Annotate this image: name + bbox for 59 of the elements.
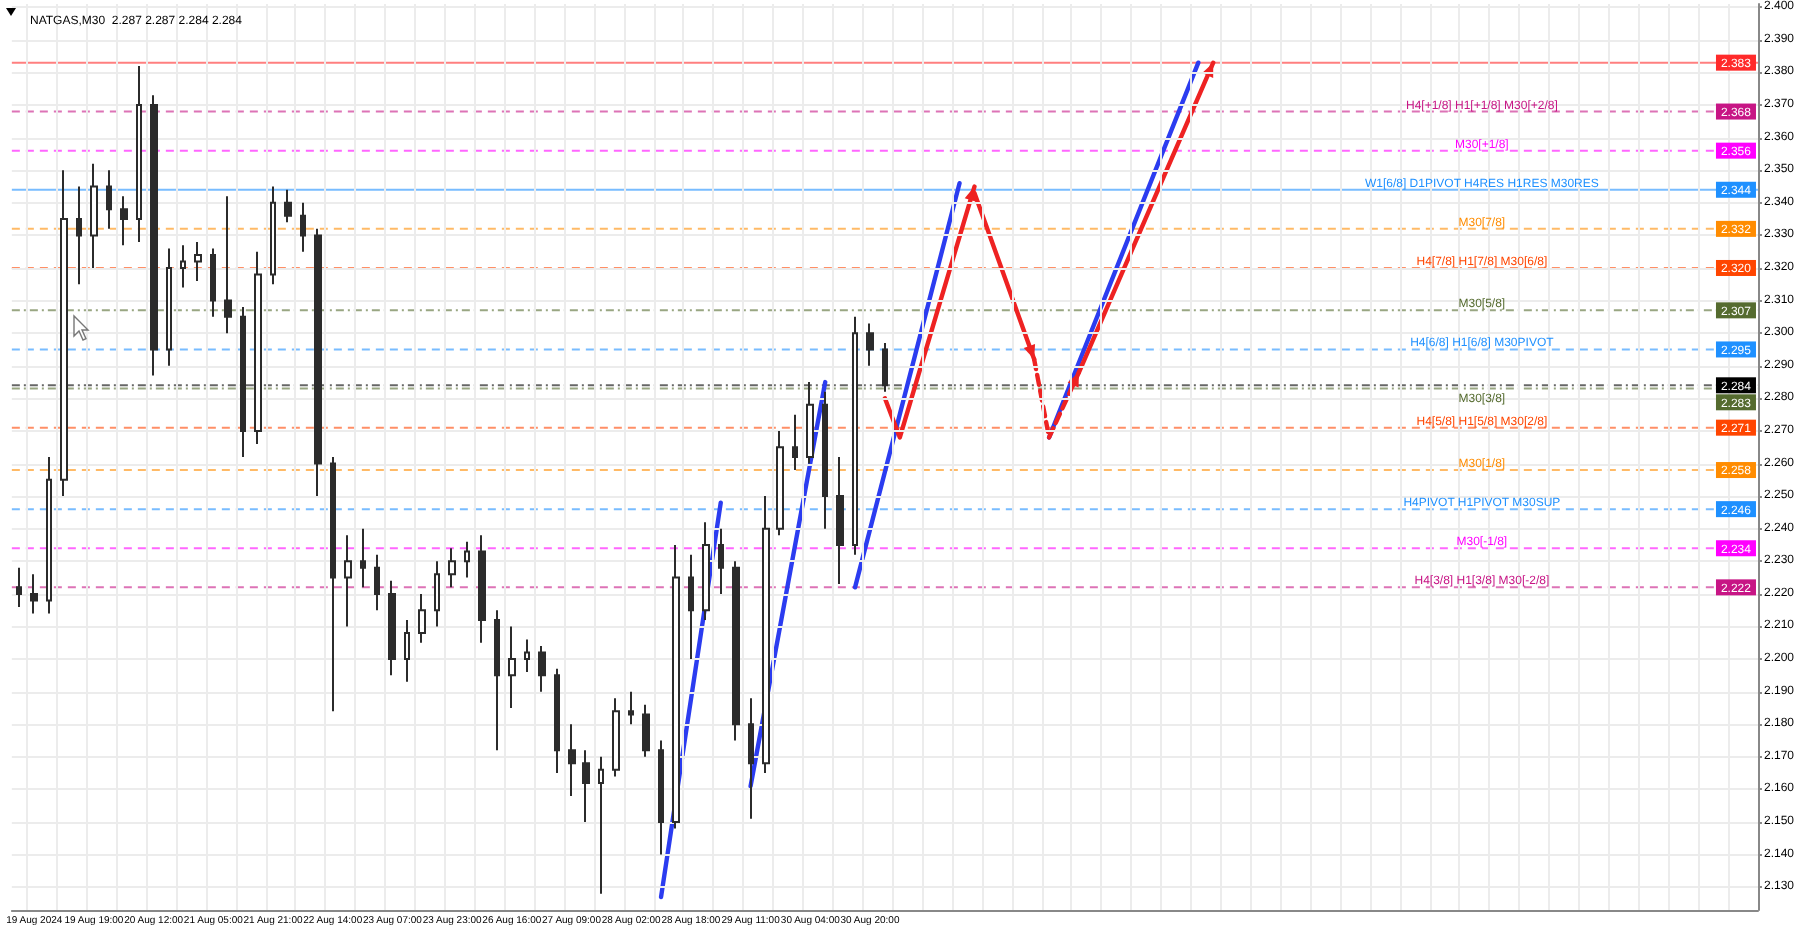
candlestick (792, 413, 798, 472)
candlestick (448, 547, 456, 589)
candlestick (210, 247, 216, 318)
candlestick (732, 560, 740, 742)
candlestick (136, 64, 142, 243)
candlestick (150, 94, 158, 377)
candlestick (166, 247, 172, 367)
candlestick (822, 390, 828, 530)
candlestick (776, 429, 784, 537)
candlestick (330, 456, 336, 713)
candlestick (672, 543, 680, 830)
candlestick (434, 560, 440, 628)
candlestick (852, 315, 858, 556)
candlestick (404, 618, 410, 683)
candlestick (508, 625, 516, 709)
candlestick (76, 185, 82, 286)
candlestick (762, 495, 770, 775)
candlestick (642, 703, 650, 758)
candlestick (16, 566, 22, 608)
candlestick (106, 169, 112, 230)
candlestick (120, 195, 128, 247)
candlestick (180, 244, 186, 289)
candlestick (806, 381, 814, 465)
candlestick (30, 573, 38, 615)
candlestick (568, 723, 576, 797)
candlestick (240, 306, 246, 458)
candlestick (418, 592, 426, 644)
candlestick (882, 341, 888, 393)
candlestick (284, 188, 292, 224)
candlestick (524, 638, 530, 674)
candlestick (494, 609, 500, 752)
candlestick (688, 553, 694, 661)
candlestick (538, 645, 546, 693)
candlestick (46, 456, 52, 615)
candlestick (658, 739, 664, 856)
candlestick (224, 195, 232, 335)
candlestick (374, 553, 380, 612)
candlestick (254, 250, 262, 445)
candlestick (464, 540, 470, 579)
candlestick (582, 749, 590, 824)
candlestick (194, 240, 202, 283)
candlestick (598, 755, 604, 895)
candlestick (388, 579, 396, 677)
candlestick (270, 185, 276, 286)
candlestick (314, 227, 322, 498)
candlestick (478, 534, 486, 644)
candlestick (748, 697, 754, 820)
candlestick (300, 201, 306, 253)
candlestick (554, 667, 560, 775)
candlestick (702, 521, 710, 621)
candlestick (344, 534, 352, 628)
candlestick (628, 690, 634, 726)
candlestick (836, 456, 844, 586)
candlestick (90, 162, 98, 269)
candlestick (866, 322, 874, 367)
candlestick (612, 697, 620, 778)
candlestick (360, 527, 366, 589)
candlestick (60, 169, 68, 498)
candlestick (718, 527, 724, 595)
